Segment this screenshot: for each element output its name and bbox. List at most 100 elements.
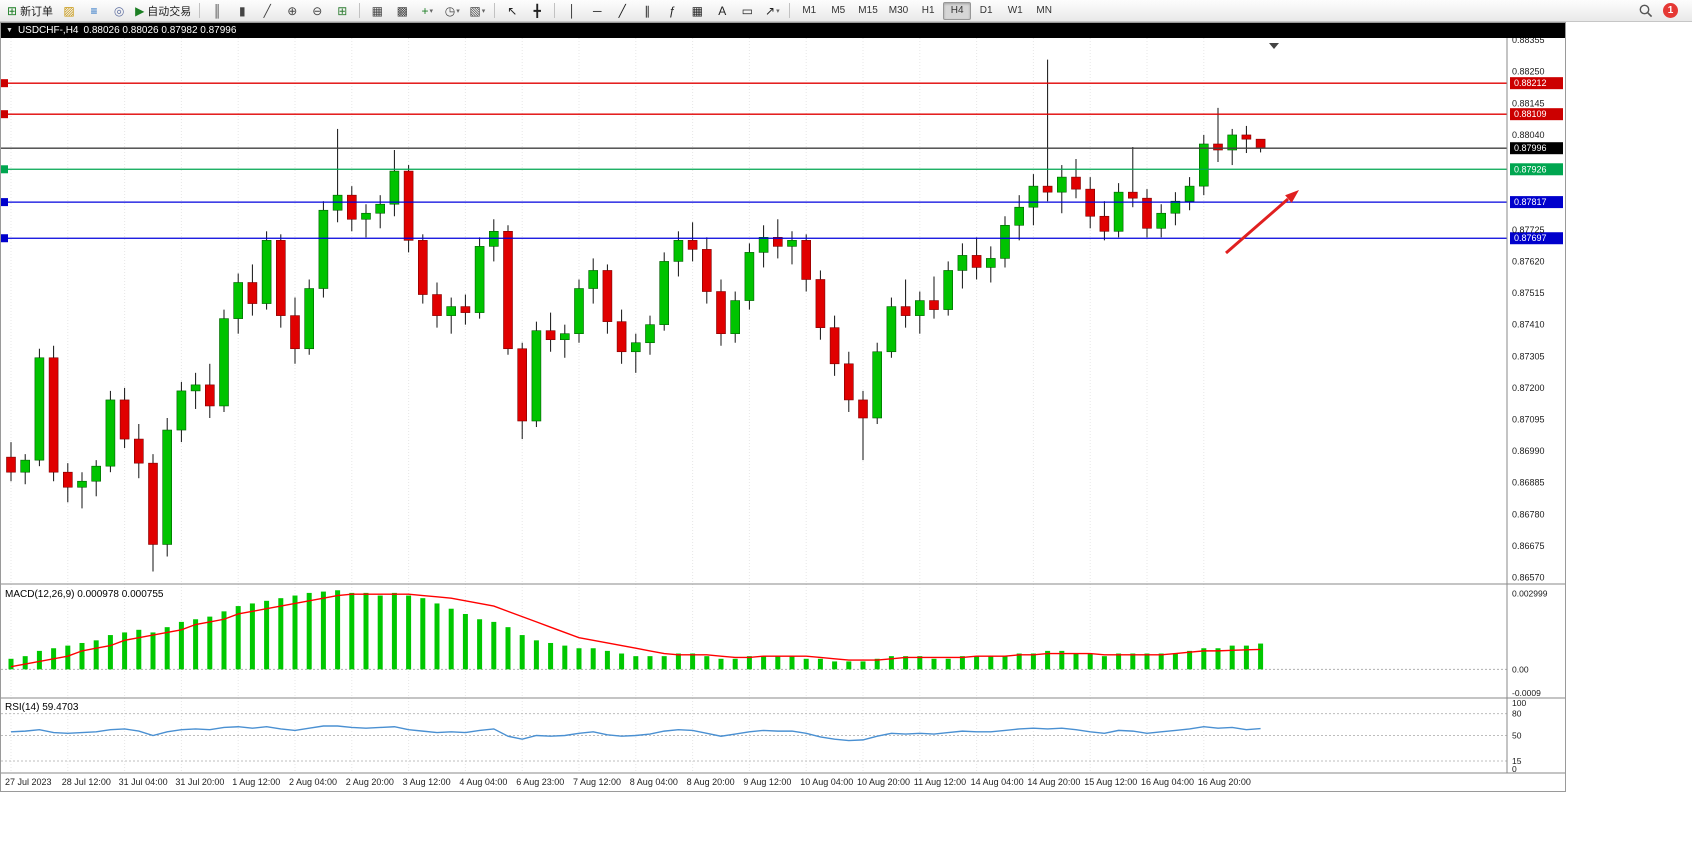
timeframe-d1-button[interactable]: D1	[972, 2, 1000, 20]
time-axis-label: 1 Aug 12:00	[232, 777, 280, 787]
timeframe-m1-button[interactable]: M1	[795, 2, 823, 20]
candle	[134, 438, 144, 464]
shapes-button[interactable]: ▦	[685, 1, 709, 21]
cascade-icon: ▩	[396, 3, 408, 18]
chart-dropdown-caret-icon[interactable]: ▼	[6, 27, 13, 34]
horizontal-line-button[interactable]: ─	[585, 1, 609, 21]
resistance-line-upper-price-tag-label: 0.88212	[1514, 78, 1547, 88]
cursor-button[interactable]: ↖	[500, 1, 524, 21]
market-watch-button[interactable]: ≡	[82, 1, 106, 21]
candle	[687, 240, 698, 250]
rsi-axis-label: 0	[1512, 764, 1517, 774]
candle	[758, 237, 769, 253]
candle	[1170, 200, 1181, 214]
chart-window: ▼ USDCHF-,H4 0.88026 0.88026 0.87982 0.8…	[0, 22, 1566, 792]
arrange-charts-button[interactable]: ▦	[365, 1, 389, 21]
timeframe-mn-button[interactable]: MN	[1030, 2, 1058, 20]
support-line-green-price-tag	[1510, 163, 1563, 176]
text-button[interactable]: A	[710, 1, 734, 21]
fibonacci-button[interactable]: ƒ	[660, 1, 684, 21]
zoom-out-button[interactable]: ⊖	[305, 1, 329, 21]
time-axis: 27 Jul 2023 28 Jul 12:00 31 Jul 04:00 31 Ju…	[5, 777, 1251, 787]
bar-chart-button[interactable]: ║	[205, 1, 229, 21]
toolbar-separator	[554, 3, 556, 18]
toolbar-separator	[494, 3, 496, 18]
history-center-button[interactable]: ◎	[107, 1, 131, 21]
timeframe-h1-button[interactable]: H1	[914, 2, 942, 20]
chart-canvas[interactable]: 27 Jul 2023 28 Jul 12:00 31 Jul 04:00 31 Ju…	[1, 38, 1565, 789]
autotrading-button[interactable]: ▶ 自动交易	[132, 1, 194, 21]
timeframe-m15-button-label: M15	[858, 5, 878, 16]
candle	[787, 240, 797, 247]
chart-window-titlebar[interactable]: ▼ USDCHF-,H4 0.88026 0.88026 0.87982 0.8…	[1, 23, 1565, 38]
profiles-button[interactable]: ▨	[57, 1, 81, 21]
new-order-icon: ⊞	[7, 3, 18, 18]
toolbar-right-group: 1	[1638, 3, 1692, 19]
notification-badge[interactable]: 1	[1663, 3, 1678, 18]
new-order-button[interactable]: ⊞ 新订单	[4, 1, 56, 21]
channel-button[interactable]: ∥	[635, 1, 659, 21]
chart-title: USDCHF-,H4	[17, 25, 79, 36]
templates-button[interactable]: ▧ ▾	[465, 1, 489, 21]
candle	[659, 261, 670, 325]
main-chart-pane[interactable]	[1, 38, 1507, 583]
tile-windows-button[interactable]: ⊞	[330, 1, 354, 21]
zoom-in-button[interactable]: ⊕	[280, 1, 304, 21]
timeframe-m5-button[interactable]: M5	[824, 2, 852, 20]
search-icon[interactable]	[1638, 3, 1654, 19]
candle	[318, 209, 329, 289]
timeframe-w1-button[interactable]: W1	[1001, 2, 1029, 20]
candle	[829, 327, 840, 365]
candle	[1142, 197, 1152, 229]
time-axis-label: 7 Aug 12:00	[573, 777, 621, 787]
rsi-axis-label: 80	[1512, 709, 1522, 719]
candle	[588, 270, 599, 289]
time-axis-label: 14 Aug 04:00	[971, 777, 1024, 787]
trendline-button[interactable]: ╱	[610, 1, 634, 21]
candle	[943, 270, 954, 310]
candle	[6, 456, 16, 473]
time-axis-label: 8 Aug 04:00	[630, 777, 678, 787]
candle	[559, 333, 570, 341]
bar-chart-icon: ║	[213, 3, 222, 18]
candle	[304, 288, 315, 350]
candle	[602, 270, 613, 322]
arrange-icon: ▦	[371, 3, 383, 18]
toolbar-separator	[789, 3, 791, 18]
price-axis-label: 0.87725	[1512, 225, 1545, 235]
candle	[389, 170, 400, 205]
macd-label: MACD(12,26,9) 0.000978 0.000755	[5, 589, 164, 600]
macd-pane[interactable]	[1, 585, 1507, 697]
scroll-to-end-marker[interactable]	[1269, 43, 1279, 49]
candle	[275, 240, 286, 316]
candle	[772, 237, 783, 247]
candlestick-chart-button[interactable]: ▮	[230, 1, 254, 21]
text-label-button[interactable]: ▭	[735, 1, 759, 21]
price-axis: 0.883550.882500.881450.880400.877250.876…	[1512, 38, 1545, 583]
candle	[460, 306, 471, 313]
candle	[1199, 143, 1209, 187]
candle	[1128, 191, 1138, 199]
new-chart-button[interactable]: + ▾	[415, 1, 439, 21]
candle	[474, 246, 485, 313]
candle	[346, 194, 357, 220]
support-line-blue-upper-left-tag	[1, 198, 8, 207]
support-line-blue-lower-left-tag	[1, 234, 8, 243]
periodicity-button[interactable]: ◷ ▾	[440, 1, 464, 21]
candle	[815, 279, 826, 328]
timeframe-m15-button[interactable]: M15	[853, 2, 882, 20]
candle	[205, 384, 215, 407]
crosshair-button[interactable]: ╋	[525, 1, 549, 21]
arrows-button[interactable]: ↗ ▾	[760, 1, 784, 21]
candle	[91, 465, 101, 482]
timeframe-m30-button[interactable]: M30	[884, 2, 913, 20]
support-line-green-left-tag	[1, 165, 8, 174]
vertical-line-button[interactable]: │	[560, 1, 584, 21]
candle	[62, 471, 73, 488]
line-chart-button[interactable]: ╱	[255, 1, 279, 21]
candle	[1213, 143, 1223, 151]
timeframe-h1-button-label: H1	[921, 5, 935, 16]
cascade-charts-button[interactable]: ▩	[390, 1, 414, 21]
trend-arrow-annotation[interactable]	[1225, 190, 1299, 255]
timeframe-h4-button[interactable]: H4	[943, 1, 972, 20]
